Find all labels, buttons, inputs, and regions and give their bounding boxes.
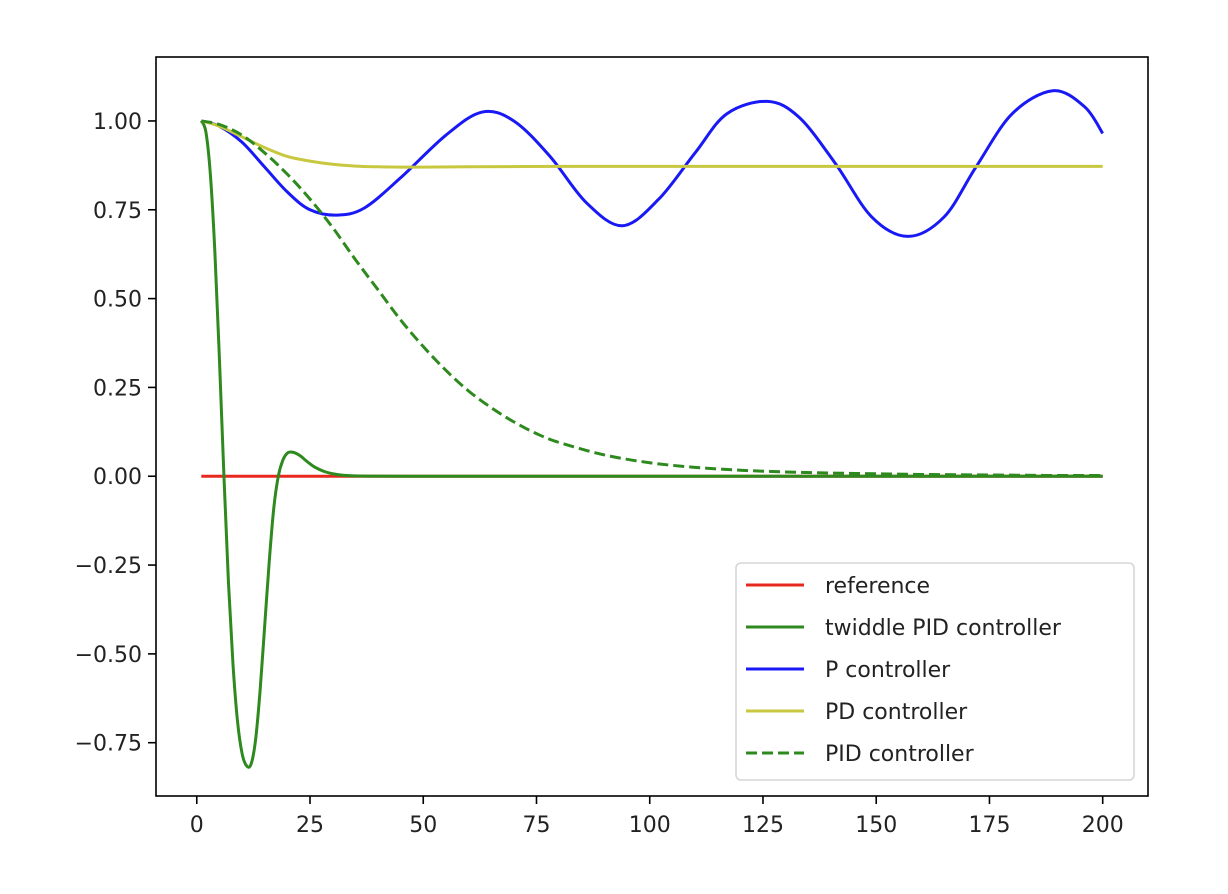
x-tick-label: 25 (296, 813, 324, 838)
plot-frame (155, 56, 1149, 797)
legend: reference twiddle PID controller P control… (735, 562, 1135, 781)
y-tick-label: 0.75 (93, 199, 142, 224)
series-layer (199, 89, 1104, 769)
series-line-pid-controller (201, 119, 1103, 478)
y-tick-label: 1.00 (93, 110, 142, 135)
x-tick-label: 50 (409, 813, 437, 838)
series-line-twiddle-pid-controller (199, 120, 1103, 769)
legend-box (735, 562, 1135, 781)
axes-layer: 0 25 50 75 100 125 150 175 200 1.00 0.75 0.50 0.25 0.… (75, 56, 1149, 838)
x-tick-label: 0 (190, 813, 204, 838)
x-tick-label: 75 (522, 813, 550, 838)
legend-label-reference: reference (825, 574, 930, 599)
legend-label-twiddle-pid-controller: twiddle PID controller (825, 616, 1062, 641)
legend-label-pid-controller: PID controller (825, 742, 975, 767)
x-tick-label: 175 (968, 813, 1010, 838)
x-tick-label: 125 (742, 813, 784, 838)
y-tick-label: 0.25 (93, 376, 142, 401)
x-tick-label: 200 (1082, 813, 1124, 838)
y-tick-label: −0.50 (75, 643, 142, 668)
legend-label-pd-controller: PD controller (825, 700, 968, 725)
y-tick-label: −0.25 (75, 554, 142, 579)
y-tick-label: −0.75 (75, 732, 142, 757)
series-line-p-controller (200, 89, 1104, 238)
series-line-pd-controller (200, 119, 1103, 169)
x-tick-label: 100 (629, 813, 671, 838)
y-tick-label: 0.00 (93, 465, 142, 490)
x-tick-label: 150 (855, 813, 897, 838)
legend-label-p-controller: P controller (825, 658, 951, 683)
y-tick-label: 0.50 (93, 288, 142, 313)
